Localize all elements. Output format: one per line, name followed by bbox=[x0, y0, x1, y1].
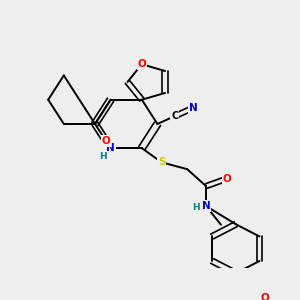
Text: H: H bbox=[192, 203, 200, 212]
Text: O: O bbox=[102, 136, 110, 146]
Text: N: N bbox=[106, 143, 115, 153]
Text: O: O bbox=[222, 174, 231, 184]
Text: H: H bbox=[99, 152, 107, 160]
Text: N: N bbox=[189, 103, 198, 113]
Text: N: N bbox=[202, 201, 211, 211]
Text: S: S bbox=[158, 157, 165, 167]
Text: C: C bbox=[171, 111, 178, 121]
Text: O: O bbox=[137, 59, 146, 69]
Text: O: O bbox=[260, 292, 269, 300]
